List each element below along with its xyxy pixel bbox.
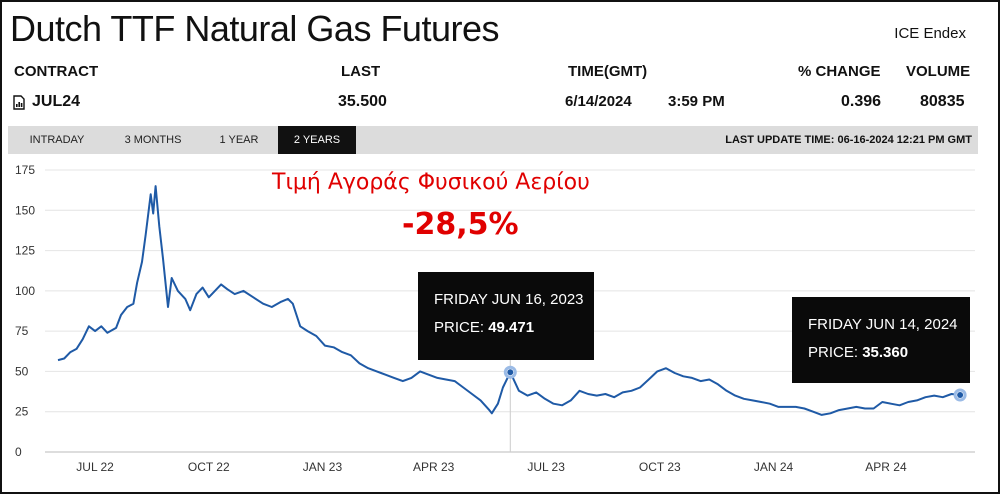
quote-time: 3:59 PM bbox=[668, 93, 725, 110]
tab-2-years[interactable]: 2 YEARS bbox=[278, 126, 356, 154]
x-tick-label: JAN 23 bbox=[303, 460, 343, 474]
tooltip-jun-2023: FRIDAY JUN 16, 2023 PRICE: 49.471 bbox=[418, 272, 594, 360]
tooltip-price-label: PRICE: bbox=[434, 319, 485, 336]
highlight-point bbox=[957, 392, 964, 399]
tooltip-date: FRIDAY JUN 16, 2023 bbox=[434, 291, 584, 308]
pct-change-value: 0.396 bbox=[841, 93, 882, 110]
tab-intraday[interactable]: INTRADAY bbox=[29, 134, 85, 146]
x-tick-label: JAN 24 bbox=[754, 460, 794, 474]
last-update-time: LAST UPDATE TIME: 06-16-2024 12:21 PM GM… bbox=[725, 134, 972, 146]
y-tick-label: 75 bbox=[15, 324, 29, 338]
y-tick-label: 125 bbox=[15, 244, 35, 258]
column-header-contract: CONTRACT bbox=[14, 63, 99, 80]
exchange-name: ICE Endex bbox=[894, 25, 966, 42]
tooltip-price: 49.471 bbox=[488, 319, 535, 336]
y-tick-label: 25 bbox=[15, 405, 29, 419]
tooltip-date: FRIDAY JUN 14, 2024 bbox=[808, 316, 958, 333]
column-header-last: LAST bbox=[341, 63, 381, 80]
range-tab-bar: INTRADAY 3 MONTHS 1 YEAR 2 YEARS LAST UP… bbox=[8, 126, 978, 154]
last-price: 35.500 bbox=[338, 93, 387, 110]
tooltip-price-label: PRICE: bbox=[808, 344, 859, 361]
volume-value: 80835 bbox=[920, 93, 965, 110]
y-tick-label: 50 bbox=[15, 364, 29, 378]
highlight-point bbox=[507, 369, 514, 376]
contract-cell[interactable]: JUL24 bbox=[12, 93, 80, 111]
tooltip-price-row: PRICE: 35.360 bbox=[808, 344, 908, 361]
tab-1-year[interactable]: 1 YEAR bbox=[219, 134, 259, 146]
column-header-pct-change: % CHANGE bbox=[798, 63, 881, 80]
x-tick-label: APR 23 bbox=[413, 460, 455, 474]
y-tick-label: 175 bbox=[15, 163, 35, 177]
tab-3-months[interactable]: 3 MONTHS bbox=[124, 134, 182, 146]
page-title: Dutch TTF Natural Gas Futures bbox=[10, 8, 500, 49]
x-tick-label: APR 24 bbox=[865, 460, 907, 474]
x-tick-label: JUL 23 bbox=[527, 460, 565, 474]
price-series-line bbox=[57, 185, 961, 416]
column-header-time: TIME(GMT) bbox=[568, 63, 648, 80]
y-tick-label: 0 bbox=[15, 445, 22, 459]
quote-date: 6/14/2024 bbox=[565, 93, 632, 110]
annotation-title: Τιμή Αγοράς Φυσικού Αερίου bbox=[272, 170, 590, 195]
tooltip-price-row: PRICE: 49.471 bbox=[434, 319, 534, 336]
x-tick-label: OCT 23 bbox=[639, 460, 681, 474]
tooltip-price: 35.360 bbox=[862, 344, 909, 361]
x-tick-label: OCT 22 bbox=[188, 460, 230, 474]
tooltip-jun-2024: FRIDAY JUN 14, 2024 PRICE: 35.360 bbox=[792, 297, 970, 383]
y-tick-label: 150 bbox=[15, 203, 35, 217]
x-tick-label: JUL 22 bbox=[76, 460, 114, 474]
chart-icon bbox=[12, 94, 26, 110]
y-tick-label: 100 bbox=[15, 284, 35, 298]
annotation-change: -28,5% bbox=[402, 207, 519, 242]
column-header-volume: VOLUME bbox=[906, 63, 971, 80]
contract-value: JUL24 bbox=[32, 93, 81, 110]
